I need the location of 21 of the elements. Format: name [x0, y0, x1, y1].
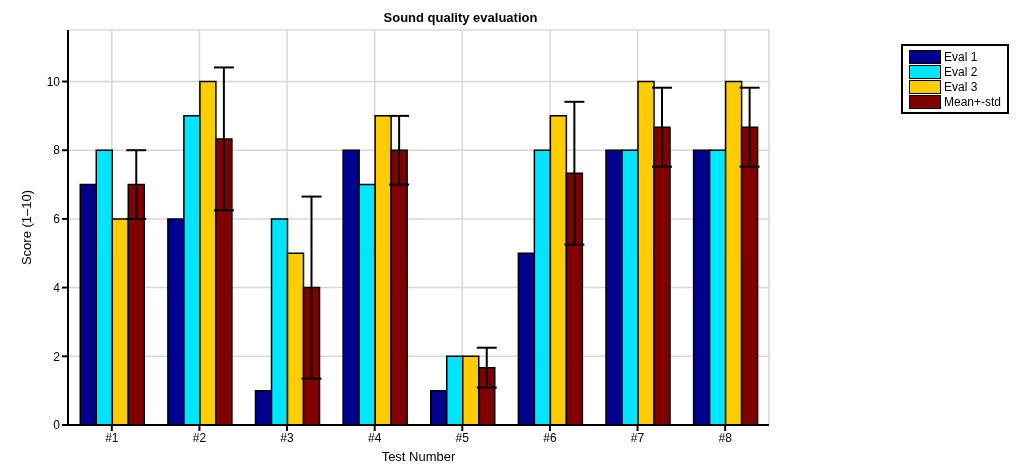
- y-tick-label: 8: [53, 143, 61, 158]
- legend-label: Eval 2: [943, 64, 978, 79]
- x-tick-label: #4: [367, 430, 382, 445]
- x-tick-label: #5: [455, 430, 470, 445]
- y-tick-label: 6: [53, 212, 61, 227]
- legend-label: Mean+-std: [943, 94, 1001, 109]
- y-tick-label: 2: [53, 349, 61, 364]
- y-axis-title: Score (1–10): [18, 189, 34, 266]
- x-tick-label: #2: [192, 430, 207, 445]
- x-tick-label: #1: [105, 430, 119, 445]
- x-tick-label: #6: [543, 430, 557, 445]
- x-tick-label: #7: [630, 430, 645, 445]
- x-tick-label: #3: [280, 430, 295, 445]
- y-tick-label: 4: [53, 280, 61, 295]
- y-tick-label: 0: [53, 418, 61, 433]
- y-tick-label: 10: [46, 74, 61, 89]
- x-axis-title: Test Number: [381, 449, 456, 464]
- legend-label: Eval 3: [943, 79, 978, 94]
- chart-title: Sound quality evaluation: [382, 10, 539, 25]
- legend-label: Eval 1: [943, 49, 978, 64]
- x-tick-label: #8: [718, 430, 733, 445]
